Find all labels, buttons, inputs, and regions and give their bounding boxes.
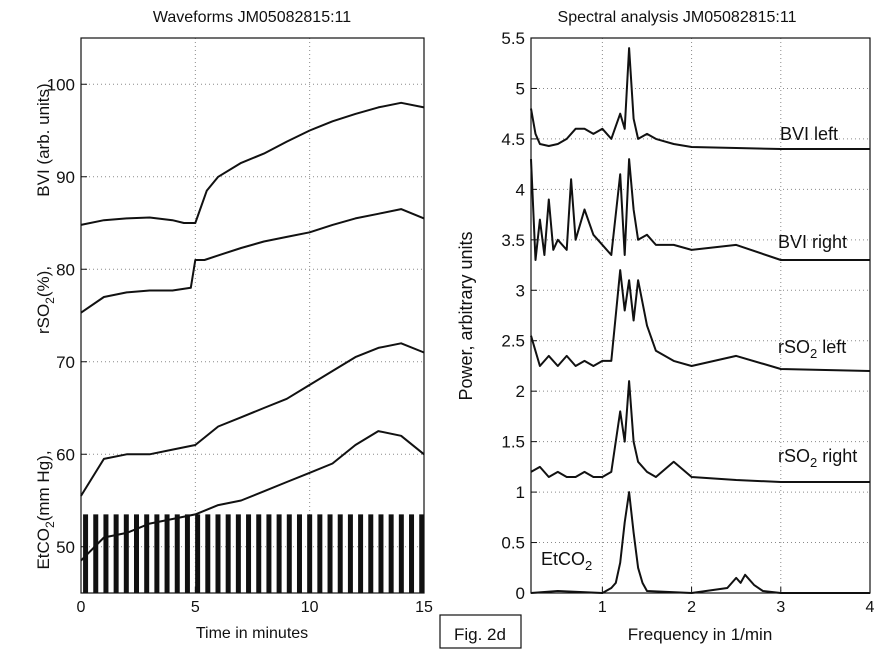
x-tick-label: 5 bbox=[191, 599, 200, 616]
spectral-ticks: 1 2 3 4 0 0.5 1 1.5 2 2.5 3 3.5 4 4.5 5 5.5 bbox=[501, 29, 874, 616]
label-subscript: 2 bbox=[585, 558, 592, 573]
waveforms-axes bbox=[80, 37, 425, 594]
y-tick-label: 4.5 bbox=[501, 130, 525, 149]
y-tick-label: 90 bbox=[56, 168, 75, 187]
x-tick-label: 0 bbox=[77, 599, 86, 616]
spectrum-series-2 bbox=[530, 158, 870, 261]
label-subscript: 2 bbox=[810, 346, 817, 361]
spectral-title: Spectral analysis JM05082815:11 bbox=[558, 9, 797, 26]
y-tick-label: 0 bbox=[516, 584, 525, 603]
spectrum-series-1 bbox=[530, 47, 870, 150]
spectrum-series-3 bbox=[530, 269, 871, 372]
spectral-series bbox=[530, 47, 871, 594]
waveform-series-3 bbox=[80, 342, 425, 497]
spectral-axes bbox=[530, 37, 871, 594]
figure-label-box bbox=[439, 614, 522, 649]
waveforms-ticks: 0 5 10 15 50 60 70 80 90 100 bbox=[47, 75, 433, 616]
y-tick-label: 3.5 bbox=[501, 231, 525, 250]
y-tick-label: 3 bbox=[516, 281, 525, 300]
spectral-series-label: BVI left bbox=[780, 124, 838, 144]
waveforms-ylabel-etco2: EtCO2(mm Hg), bbox=[34, 450, 57, 569]
waveforms-series bbox=[80, 101, 425, 593]
waveforms-ylabel-rso2: rSO2(%), bbox=[34, 266, 57, 334]
figure-label: Fig. 2d bbox=[439, 614, 522, 649]
spectral-chart: Spectral analysis JM05082815:11 1 2 3 4 0 0.5… bbox=[456, 9, 875, 644]
waveforms-ylabel-bvi: BVI (arb. units) bbox=[34, 83, 53, 196]
spectral-xlabel: Frequency in 1/min bbox=[628, 625, 773, 644]
spectral-series-label: BVI right bbox=[778, 232, 847, 252]
waveforms-grid bbox=[81, 38, 424, 593]
figure-label-text: Fig. 2d bbox=[454, 625, 506, 644]
y-tick-label: 80 bbox=[56, 260, 75, 279]
y-tick-label: 0.5 bbox=[501, 534, 525, 553]
waveforms-xlabel: Time in minutes bbox=[196, 625, 308, 642]
waveform-series-1 bbox=[80, 101, 425, 226]
waveforms-title: Waveforms JM05082815:11 bbox=[153, 9, 351, 26]
y-tick-label: 5.5 bbox=[501, 29, 525, 48]
label-main: rSO bbox=[778, 337, 810, 357]
x-tick-label: 2 bbox=[687, 599, 696, 616]
spectral-series-label: rSO2 left bbox=[778, 337, 846, 361]
y-tick-label: 1 bbox=[516, 483, 525, 502]
label-subscript: 2 bbox=[810, 455, 817, 470]
spectral-series-label: rSO2 right bbox=[778, 446, 857, 470]
y-tick-label: 4 bbox=[516, 180, 525, 199]
label-suffix: right bbox=[817, 446, 857, 466]
label-suffix: left bbox=[817, 337, 846, 357]
label-main: BVI right bbox=[778, 232, 847, 252]
spectrum-series-4 bbox=[530, 380, 870, 483]
y-tick-label: 1.5 bbox=[501, 433, 525, 452]
waveforms-chart: Waveforms JM05082815:11 0 5 10 15 50 60 70 80 90… bbox=[34, 9, 433, 642]
y-tick-label: 100 bbox=[47, 75, 75, 94]
x-tick-label: 3 bbox=[776, 599, 785, 616]
y-tick-label: 50 bbox=[56, 538, 75, 557]
label-main: EtCO bbox=[541, 549, 585, 569]
x-tick-label: 10 bbox=[301, 599, 319, 616]
spectral-grid bbox=[531, 38, 870, 593]
spectral-ylabel: Power, arbitrary units bbox=[456, 231, 476, 400]
label-main: BVI left bbox=[780, 124, 838, 144]
y-tick-label: 60 bbox=[56, 445, 75, 464]
label-main: rSO bbox=[778, 446, 810, 466]
y-tick-label: 5 bbox=[516, 79, 525, 98]
y-tick-label: 2.5 bbox=[501, 332, 525, 351]
spectrum-series-5 bbox=[530, 491, 870, 594]
x-tick-label: 1 bbox=[598, 599, 607, 616]
x-tick-label: 15 bbox=[415, 599, 433, 616]
y-tick-label: 70 bbox=[56, 353, 75, 372]
spectral-series-label: EtCO2 bbox=[541, 549, 592, 573]
waveform-series-2 bbox=[80, 208, 425, 314]
x-tick-label: 4 bbox=[866, 599, 875, 616]
y-tick-label: 2 bbox=[516, 382, 525, 401]
